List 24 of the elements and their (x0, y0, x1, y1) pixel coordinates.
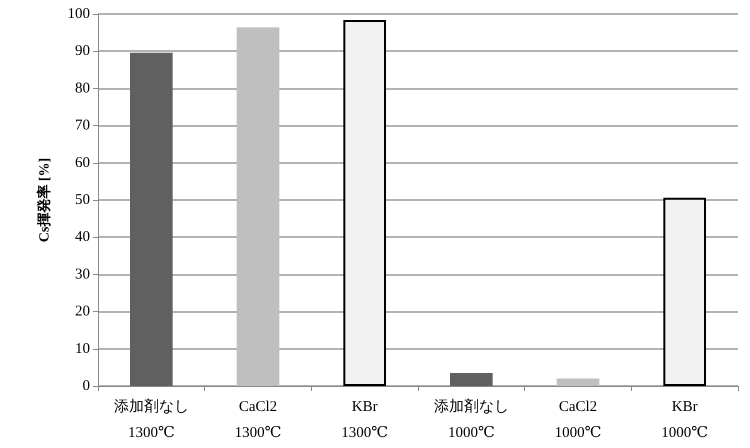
x-tick-label: CaCl2 1300℃ (234, 399, 282, 441)
bar (343, 20, 386, 386)
y-tick-label: 0 (82, 378, 90, 394)
y-tick-label: 20 (75, 304, 90, 320)
y-tick-label: 90 (75, 43, 90, 60)
y-tick-label: 70 (75, 118, 90, 134)
x-tick-label: KBr 1300℃ (341, 399, 388, 441)
bar (130, 52, 173, 386)
bar (450, 372, 493, 386)
x-tick-label: CaCl2 1000℃ (554, 399, 602, 441)
y-tick-label: 10 (75, 340, 90, 357)
bar (236, 27, 280, 386)
y-axis-title: Cs揮発率 [%] (36, 158, 52, 242)
y-tick-label: 50 (75, 192, 90, 208)
x-tick-label: 添加剤なし 1300℃ (114, 398, 189, 441)
bar (663, 198, 706, 386)
y-tick-label: 60 (75, 154, 90, 171)
y-tick-label: 100 (68, 6, 90, 22)
x-tick-label: KBr 1000℃ (661, 399, 708, 441)
bar (556, 378, 600, 386)
y-tick-label: 40 (75, 229, 90, 246)
x-tick-label: 添加剤なし 1000℃ (434, 398, 509, 441)
y-tick-label: 80 (75, 80, 90, 96)
y-tick-label: 30 (75, 266, 90, 282)
